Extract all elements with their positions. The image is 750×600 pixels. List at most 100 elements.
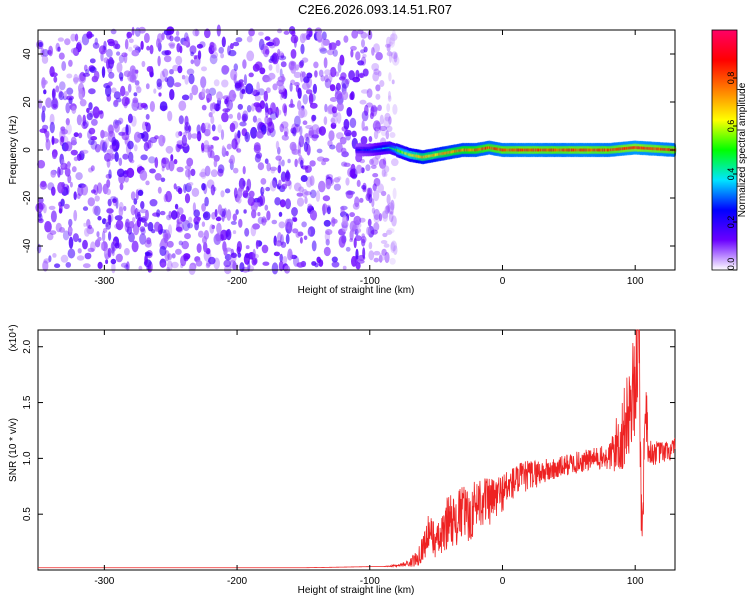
spectrogram-noise-cell: [170, 210, 178, 220]
spectrogram-noise-cell: [100, 242, 104, 251]
spectrogram-noise-cell: [168, 210, 172, 219]
spectrogram-y-tick-label: -20: [22, 190, 33, 205]
spectrogram-noise-cell: [118, 117, 124, 125]
spectrogram-noise-cell: [311, 240, 317, 252]
spectrogram-noise-cell: [357, 60, 365, 66]
spectrogram-noise-cell: [48, 205, 56, 210]
spectrogram-noise-cell: [265, 186, 271, 192]
spectrogram-noise-cell: [285, 198, 291, 210]
spectrogram-noise-cell: [38, 41, 43, 48]
spectrogram-noise-cell: [386, 51, 393, 57]
spectrogram-noise-cell: [145, 180, 150, 186]
spectrogram-noise-cell: [390, 199, 395, 211]
spectrogram-noise-cell: [58, 91, 65, 101]
spectrogram-noise-cell: [237, 130, 241, 139]
spectrogram-noise-cell: [283, 104, 287, 117]
spectrogram-noise-cell: [116, 51, 121, 56]
spectrogram-noise-cell: [382, 232, 388, 238]
spectrogram-noise-cell: [55, 85, 60, 93]
spectrogram-noise-cell: [154, 173, 162, 181]
spectrogram-noise-cell: [294, 158, 298, 168]
colorbar: 0.0 0.2 0.4 0.6 0.8 Normalized spectral ampl…: [711, 29, 748, 271]
spectrogram-noise-cell: [120, 262, 129, 268]
spectrogram-noise-cell: [200, 122, 206, 134]
spectrogram-noise-cell: [63, 203, 70, 210]
spectrogram-noise-cell: [145, 83, 150, 90]
spectrogram-noise-cell: [307, 203, 313, 209]
spectrogram-noise-cell: [123, 52, 128, 64]
spectrogram-noise-cell: [107, 124, 115, 134]
spectrogram-noise-cell: [182, 41, 189, 46]
spectrogram-noise-cell: [73, 132, 79, 138]
spectrogram-noise-cell: [382, 210, 389, 222]
spectrogram-noise-cell: [105, 259, 109, 265]
spectrogram-noise-cell: [379, 114, 384, 125]
spectrogram-noise-cell: [277, 48, 281, 58]
spectrogram-noise-cell: [149, 44, 154, 55]
spectrogram-noise-cell: [123, 205, 127, 212]
spectrogram-noise-cell: [187, 222, 194, 229]
spectrogram-noise-cell: [234, 82, 242, 89]
spectrogram-noise-cell: [113, 91, 121, 100]
spectrogram-noise-cell: [359, 99, 367, 105]
spectrogram-noise-cell: [354, 235, 362, 242]
spectrogram-noise-cell: [385, 125, 393, 132]
spectrogram-noise-cell: [78, 238, 82, 243]
spectrogram-noise-cell: [349, 169, 356, 178]
spectrogram-noise-cell: [304, 165, 312, 173]
spectrogram-noise-cell: [187, 131, 192, 141]
spectrogram-noise-cell: [232, 261, 237, 271]
spectrogram-noise-cell: [340, 72, 347, 80]
spectrogram-noise-cell: [119, 183, 124, 191]
spectrogram-noise-cell: [210, 115, 215, 125]
spectrogram-noise-cell: [145, 122, 151, 133]
spectrogram-noise-cell: [94, 143, 101, 153]
spectrogram-noise-cell: [187, 182, 194, 186]
spectrogram-noise-cell: [75, 172, 83, 181]
spectrogram-noise-cell: [366, 226, 371, 235]
spectrogram-noise-cell: [329, 97, 338, 102]
spectrogram-noise-cell: [175, 131, 180, 139]
spectrogram-noise-cell: [157, 55, 161, 67]
spectrogram-noise-cell: [41, 49, 50, 57]
spectrogram-noise-cell: [114, 242, 120, 249]
spectrogram-noise-cell: [333, 183, 341, 191]
spectrogram-noise-cell: [140, 201, 145, 210]
spectrogram-noise-cell: [203, 140, 210, 150]
spectrogram-noise-cell: [129, 159, 135, 164]
spectrogram-noise-cell: [53, 76, 58, 83]
spectrogram-noise-cell: [121, 52, 128, 58]
spectrogram-y-tick-label: 40: [22, 48, 33, 60]
spectrogram-noise-cell: [82, 263, 91, 269]
spectrogram-noise-cell: [211, 124, 216, 132]
spectrogram-noise-cell: [280, 61, 287, 68]
spectrogram-noise-cell: [386, 194, 391, 205]
spectrogram-noise-cell: [88, 167, 94, 173]
spectrogram-noise-cell: [35, 202, 44, 213]
spectrogram-noise-cell: [370, 164, 377, 169]
spectrogram-noise-cell: [221, 79, 229, 88]
spectrogram-noise-cell: [299, 125, 303, 136]
spectrogram-noise-cell: [388, 90, 391, 100]
spectrogram-noise-cell: [308, 93, 314, 105]
spectrogram-noise-cell: [108, 169, 112, 180]
spectrogram-noise-cell: [389, 33, 398, 41]
spectrogram-noise-cell: [232, 213, 237, 222]
spectrogram-noise-cell: [70, 149, 78, 156]
spectrogram-noise-cell: [107, 81, 113, 87]
spectrogram-noise-cell: [88, 88, 96, 95]
spectrogram-noise-cell: [190, 59, 195, 65]
spectrogram-noise-cell: [104, 138, 109, 148]
spectrogram-noise-cell: [181, 74, 186, 80]
spectrogram-noise-cell: [297, 87, 302, 100]
spectrogram-noise-cell: [213, 79, 220, 87]
spectrogram-noise-cell: [65, 102, 71, 114]
spectrogram-noise-cell: [143, 222, 148, 227]
spectrogram-noise-cell: [226, 99, 233, 111]
spectrogram-noise-cell: [147, 221, 154, 232]
spectrogram-noise-cell: [278, 221, 286, 229]
spectrogram-noise-cell: [125, 218, 130, 228]
spectrogram-noise-cell: [301, 221, 307, 228]
spectrogram-noise-cell: [343, 162, 351, 167]
